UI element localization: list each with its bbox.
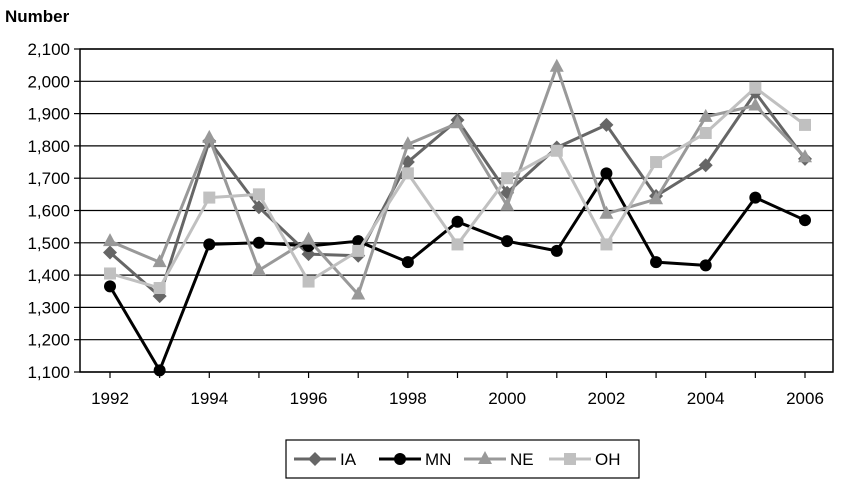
data-point-ne <box>351 286 366 300</box>
data-point-ne <box>251 262 266 276</box>
data-point-oh <box>451 238 464 251</box>
data-point-oh <box>401 167 414 180</box>
data-point-ne <box>748 97 763 111</box>
data-point-ne <box>549 58 564 72</box>
data-point-oh <box>153 282 166 295</box>
legend-label: OH <box>595 450 621 469</box>
legend-marker <box>308 452 322 466</box>
data-point-ne <box>103 233 117 247</box>
y-tick-label: 1,400 <box>27 266 70 285</box>
data-point-ia <box>500 185 515 200</box>
data-point-mn <box>799 214 811 227</box>
legend-label: IA <box>340 450 357 469</box>
series-mn <box>104 167 811 377</box>
data-point-ne <box>202 129 217 143</box>
data-point-ne <box>152 254 167 268</box>
x-tick-label: 1998 <box>389 389 427 408</box>
legend: IA MN NE OH <box>285 439 640 479</box>
data-point-ne <box>698 108 713 122</box>
y-tick-label: 1,700 <box>27 169 70 188</box>
x-axis-ticks: 1992 1994 1996 1998 2000 2002 2004 2006 <box>91 372 824 408</box>
data-point-oh <box>550 144 563 157</box>
legend-label: NE <box>510 450 534 469</box>
data-point-mn <box>600 167 613 180</box>
data-point-mn <box>153 364 166 377</box>
data-point-oh <box>650 156 663 169</box>
data-point-oh <box>501 172 514 185</box>
data-point-mn <box>252 236 265 249</box>
y-axis-label: Number <box>5 7 70 26</box>
y-tick-label: 2,000 <box>27 72 70 91</box>
legend-entry-ia: IA <box>294 450 357 469</box>
x-tick-label: 2004 <box>687 389 725 408</box>
data-point-ne <box>400 136 415 150</box>
data-point-mn <box>749 191 762 204</box>
x-tick-label: 1992 <box>91 389 129 408</box>
x-tick-label: 2006 <box>786 389 824 408</box>
data-point-oh <box>203 191 216 204</box>
legend-entry-oh: OH <box>549 450 621 469</box>
data-point-mn <box>451 215 464 228</box>
y-tick-label: 1,600 <box>27 202 70 221</box>
y-tick-label: 1,300 <box>27 298 70 317</box>
x-tick-label: 1994 <box>190 389 228 408</box>
data-point-mn <box>650 256 663 269</box>
x-tick-label: 2000 <box>488 389 526 408</box>
data-point-mn <box>203 238 216 251</box>
y-tick-label: 1,800 <box>27 137 70 156</box>
y-tick-label: 1,900 <box>27 105 70 124</box>
series-line-ne <box>109 65 807 296</box>
data-point-ia <box>103 245 117 260</box>
data-point-ia <box>251 200 266 215</box>
y-tick-label: 2,100 <box>27 40 70 59</box>
data-point-oh <box>252 188 265 201</box>
data-point-oh <box>749 81 762 94</box>
data-point-oh <box>699 126 712 139</box>
data-point-ne <box>450 115 465 129</box>
y-tick-label: 1,200 <box>27 331 70 350</box>
legend-entry-mn: MN <box>379 450 451 469</box>
data-point-ne <box>500 197 515 211</box>
data-point-ne <box>599 205 614 219</box>
data-point-ne <box>649 191 664 205</box>
legend-entry-ne: NE <box>464 450 534 469</box>
data-point-ne <box>798 149 812 163</box>
data-point-oh <box>104 267 116 280</box>
data-point-ia <box>599 117 614 132</box>
legend-marker <box>564 453 576 465</box>
y-tick-label: 1,500 <box>27 234 70 253</box>
data-point-ne <box>301 231 316 245</box>
gridlines <box>79 48 834 373</box>
data-point-mn <box>501 235 514 248</box>
data-point-mn <box>104 280 116 293</box>
series-oh <box>104 81 811 295</box>
series-group <box>103 58 812 377</box>
data-point-oh <box>302 275 315 288</box>
data-point-mn <box>550 244 563 257</box>
data-point-mn <box>401 256 414 269</box>
legend-marker <box>478 451 492 464</box>
y-axis-ticks: 1,100 1,200 1,300 1,400 1,500 1,600 1,700 1,800… <box>27 40 80 382</box>
x-tick-label: 1996 <box>290 389 328 408</box>
data-point-ia <box>698 158 713 173</box>
y-tick-label: 1,100 <box>27 363 70 382</box>
legend-marker <box>394 453 406 465</box>
legend-label: MN <box>425 450 451 469</box>
x-tick-label: 2002 <box>588 389 626 408</box>
data-point-oh <box>799 118 811 131</box>
data-point-oh <box>600 238 613 251</box>
data-point-mn <box>699 259 712 272</box>
data-point-oh <box>352 244 365 257</box>
